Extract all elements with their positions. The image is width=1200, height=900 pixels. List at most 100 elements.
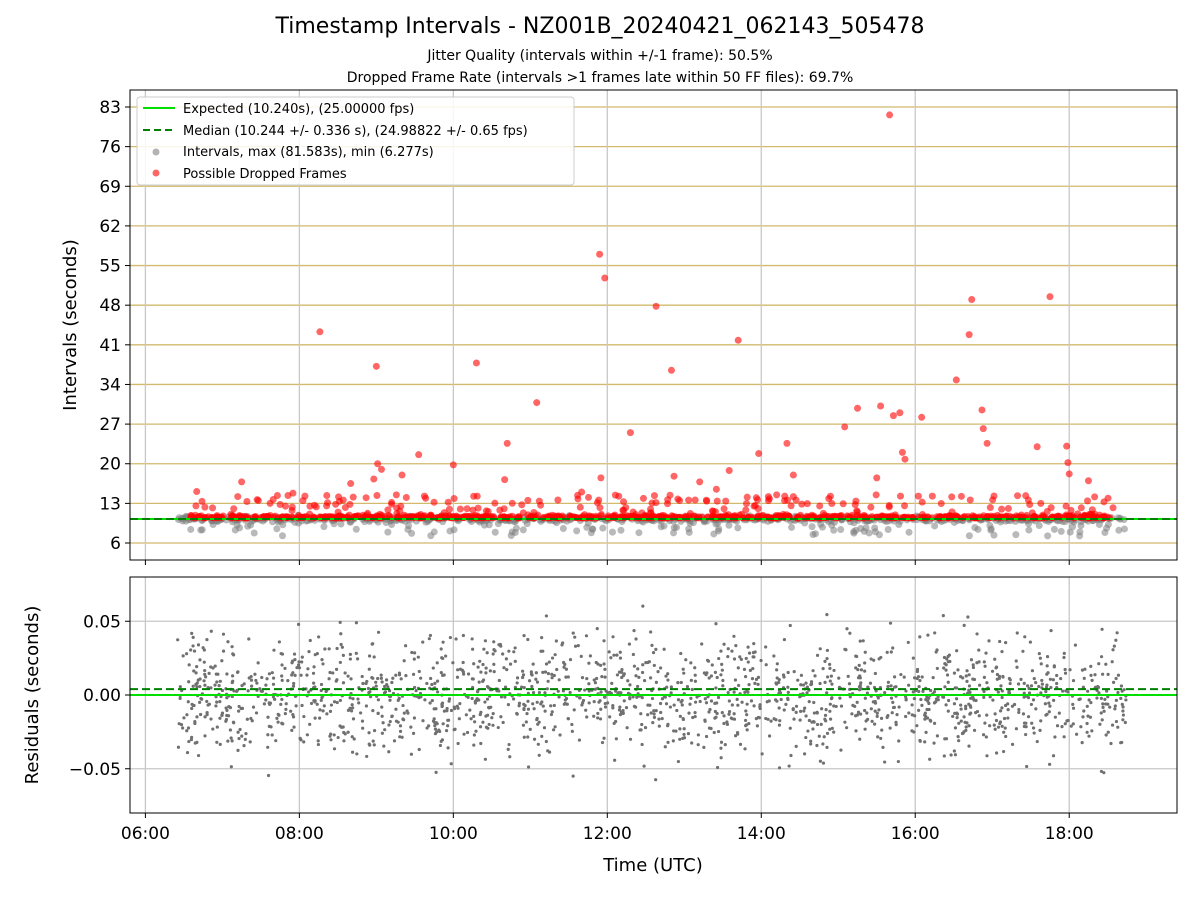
residual-point: [258, 687, 262, 691]
residual-point: [733, 678, 738, 682]
residual-point: [637, 675, 641, 679]
residual-point: [351, 706, 355, 710]
residual-point: [713, 701, 717, 705]
interval-point: [384, 528, 392, 536]
dropped-frame-point: [781, 497, 789, 505]
residual-point: [1114, 676, 1118, 681]
residual-point: [621, 674, 626, 678]
residual-point: [388, 698, 392, 702]
residual-point: [734, 644, 738, 648]
residual-point: [719, 746, 723, 750]
residual-point: [809, 682, 813, 687]
residual-point: [318, 708, 322, 712]
residual-point: [320, 658, 324, 662]
residual-point: [865, 691, 870, 695]
residual-point: [657, 717, 661, 721]
dropped-frame-point: [674, 495, 682, 503]
residual-point: [662, 647, 666, 651]
interval-point: [990, 531, 998, 539]
residual-point: [221, 649, 226, 653]
residual-point: [527, 679, 532, 683]
residual-point: [191, 635, 195, 640]
residual-point: [873, 701, 878, 705]
residual-point: [283, 666, 287, 670]
residual-point: [858, 737, 862, 741]
residual-point: [926, 633, 930, 637]
residual-point: [647, 660, 651, 664]
residual-point: [1114, 638, 1118, 642]
bottom-y-tick-label: 0.05: [83, 612, 121, 632]
residual-point: [198, 684, 202, 689]
residual-point: [618, 712, 623, 717]
residual-point: [736, 666, 740, 670]
residual-point: [421, 719, 425, 723]
residual-point: [659, 710, 663, 715]
residual-point: [714, 686, 718, 690]
interval-point: [279, 521, 287, 529]
residual-point: [804, 681, 808, 685]
residual-point: [182, 716, 186, 720]
residual-point: [539, 649, 543, 653]
residual-point: [534, 677, 538, 681]
residual-point: [823, 680, 827, 684]
dropped-frame-point: [1091, 493, 1099, 501]
residual-point: [535, 700, 539, 704]
residual-point: [449, 708, 454, 713]
residual-point: [543, 691, 547, 695]
residual-point: [365, 754, 369, 759]
residual-point: [727, 712, 731, 716]
residual-point: [187, 663, 191, 667]
residual-point: [481, 720, 485, 724]
residual-point: [452, 728, 456, 732]
residual-point: [445, 709, 449, 713]
residual-point: [855, 654, 859, 659]
residual-point: [599, 707, 603, 711]
residual-point: [955, 716, 959, 720]
residual-point: [947, 698, 951, 703]
top-y-tick-label: 34: [99, 375, 121, 395]
residual-point: [302, 714, 306, 719]
residual-point: [491, 712, 495, 716]
interval-point: [512, 524, 520, 532]
residual-point: [611, 635, 615, 639]
residual-point: [237, 704, 241, 709]
dropped-frame-point: [524, 496, 532, 504]
residual-point: [954, 697, 959, 701]
residual-point: [499, 644, 503, 648]
residual-point: [561, 660, 566, 665]
residual-point: [918, 738, 922, 743]
dropped-frame-point: [702, 496, 710, 504]
residual-point: [656, 670, 660, 674]
residual-point: [745, 728, 749, 732]
residual-point: [343, 732, 347, 736]
residual-point: [214, 695, 218, 699]
residual-point: [445, 706, 449, 711]
dropped-frame-point: [967, 514, 975, 522]
residual-point: [977, 714, 981, 718]
residual-point: [681, 667, 685, 671]
residual-point: [943, 737, 947, 741]
residual-point: [792, 670, 796, 674]
residual-point: [522, 707, 526, 712]
residual-point: [220, 713, 224, 717]
dropped-frame-point: [647, 505, 655, 513]
residual-point: [479, 741, 483, 746]
residual-point: [376, 698, 380, 702]
residual-point: [983, 721, 987, 725]
residual-point: [506, 747, 510, 751]
dropped-frame-point: [965, 331, 973, 339]
residual-point: [237, 709, 241, 713]
residual-point: [573, 644, 578, 648]
residual-point: [329, 732, 333, 736]
residual-point: [1037, 684, 1041, 689]
residual-point: [1121, 713, 1126, 717]
dropped-frame-point: [867, 503, 875, 511]
residual-point: [481, 679, 485, 684]
residual-point: [921, 689, 925, 693]
residual-point: [946, 680, 950, 684]
x-tick-label: 16:00: [891, 824, 940, 844]
residual-point: [1039, 691, 1043, 695]
residual-point: [720, 711, 724, 715]
dropped-frame-point: [578, 488, 586, 496]
residual-point: [300, 703, 304, 708]
